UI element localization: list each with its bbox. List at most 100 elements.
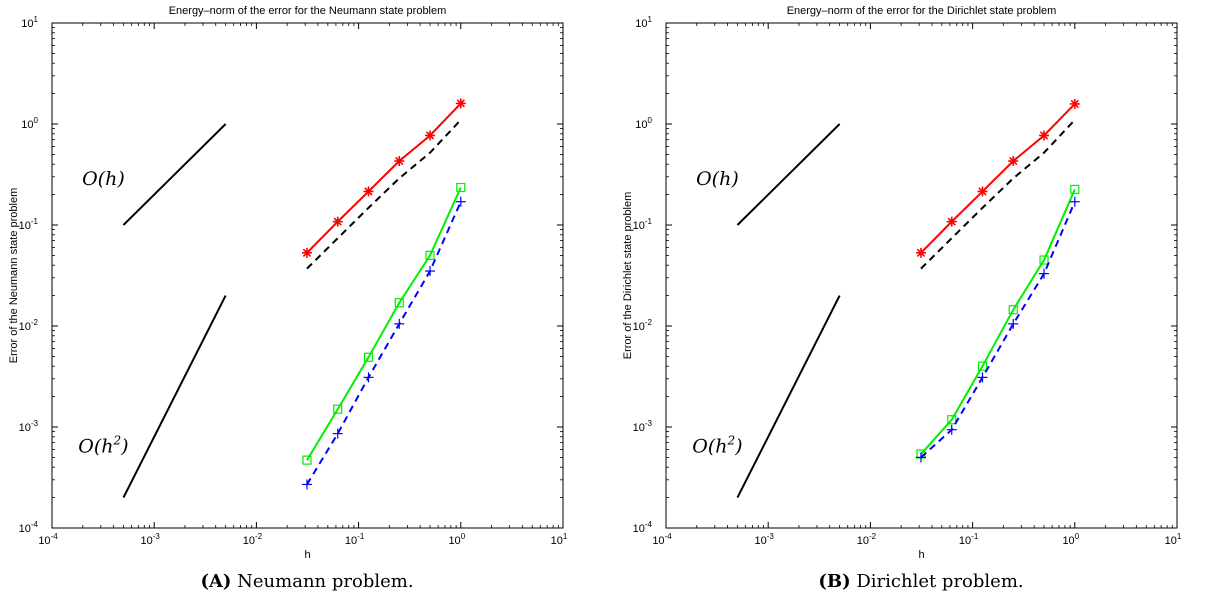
data-point [1070, 184, 1080, 195]
data-point [915, 452, 926, 463]
y-tick-label: 10-2 [19, 318, 39, 333]
x-tick-label: 10-4 [38, 532, 58, 547]
x-tick-label: 100 [1062, 532, 1079, 547]
chart-neumann: Energy–norm of the error for the Neumann… [8, 5, 568, 561]
x-axis-label: h [304, 549, 310, 561]
series-line [306, 201, 462, 485]
data-point [394, 318, 405, 329]
series-line [920, 189, 1076, 455]
data-point [425, 130, 436, 141]
y-axis-label: Error of the Dirichlet state problem [622, 192, 634, 360]
data-point [915, 247, 926, 258]
x-tick-label: 100 [448, 532, 465, 547]
x-tick-label: 101 [1165, 532, 1182, 547]
x-tick-label: 10-2 [857, 532, 877, 547]
data-point [1069, 98, 1080, 109]
data-point [333, 404, 343, 414]
reference-label: O(h) [696, 168, 739, 190]
caption-dirichlet: (B) Dirichlet problem. [614, 571, 1228, 592]
data-point [363, 372, 374, 383]
y-tick-label: 10-1 [19, 217, 39, 232]
data-point [1008, 305, 1018, 315]
y-tick-label: 10-3 [19, 419, 39, 434]
chart-title: Energy–norm of the error for the Neumann… [169, 5, 447, 17]
x-tick-label: 10-1 [345, 532, 365, 547]
tick-marks [51, 22, 564, 529]
data-point [977, 186, 988, 197]
reference-label: O(h2) [692, 434, 742, 458]
chart-title: Energy–norm of the error for the Dirichl… [787, 5, 1057, 17]
data-point [332, 428, 343, 439]
data-point [1039, 268, 1050, 279]
y-tick-label: 10-1 [633, 217, 653, 232]
caption-text: Neumann problem. [231, 571, 414, 592]
y-tick-label: 10-4 [633, 520, 653, 535]
caption-text: Dirichlet problem. [850, 571, 1024, 592]
reference-line [736, 123, 841, 226]
data-point [301, 479, 312, 490]
series-1 [920, 119, 1076, 270]
x-tick-label: 10-3 [141, 532, 161, 547]
data-point [1039, 130, 1050, 141]
x-tick-label: 10-2 [243, 532, 263, 547]
data-point [1039, 255, 1049, 265]
panel-neumann: Energy–norm of the error for the Neumann… [0, 5, 614, 592]
x-tick-label: 10-3 [755, 532, 775, 547]
data-point [332, 216, 343, 227]
x-tick-label: 101 [551, 532, 568, 547]
data-point [301, 247, 312, 258]
series-3 [915, 196, 1080, 463]
y-axis-label: Error of the Neumann state problem [8, 188, 20, 363]
data-point [977, 372, 988, 383]
y-tick-label: 100 [21, 116, 38, 131]
plot-area [51, 22, 564, 529]
series-0 [301, 98, 466, 258]
reference-label: O(h) [82, 168, 125, 190]
data-point [455, 98, 466, 109]
x-tick-label: 10-1 [959, 532, 979, 547]
caption-label: (A) [200, 571, 232, 592]
reference-line [122, 295, 227, 499]
data-point [1008, 318, 1019, 329]
caption-label: (B) [818, 571, 851, 592]
data-point [1069, 196, 1080, 207]
y-tick-label: 100 [635, 116, 652, 131]
y-tick-label: 101 [21, 15, 38, 30]
data-point [394, 156, 405, 167]
plot-area [665, 22, 1178, 529]
data-point [455, 196, 466, 207]
data-point [947, 415, 957, 425]
data-point [394, 298, 404, 308]
chart-dirichlet: Energy–norm of the error for the Dirichl… [622, 5, 1182, 561]
series-line [306, 187, 462, 461]
series-line [920, 103, 1076, 254]
series-line [920, 119, 1076, 270]
data-point [425, 266, 436, 277]
data-point [302, 455, 312, 465]
caption-neumann: (A) Neumann problem. [0, 571, 614, 592]
data-point [363, 352, 374, 362]
data-point [946, 424, 957, 435]
series-3 [301, 196, 466, 490]
series-2 [916, 184, 1080, 459]
series-line [920, 201, 1076, 459]
data-point [1008, 156, 1019, 167]
series-0 [915, 98, 1080, 258]
reference-line [122, 123, 227, 226]
data-point [363, 186, 374, 197]
y-tick-label: 10-4 [19, 520, 39, 535]
series-1 [306, 119, 462, 270]
y-tick-label: 10-2 [633, 318, 653, 333]
data-point [977, 361, 988, 371]
series-2 [302, 182, 466, 465]
y-tick-label: 101 [635, 15, 652, 30]
x-axis-label: h [918, 549, 924, 561]
y-tick-label: 10-3 [633, 419, 653, 434]
series-line [306, 119, 462, 270]
data-point [425, 250, 435, 261]
tick-marks [665, 22, 1178, 529]
series-line [306, 102, 462, 254]
data-point [946, 216, 957, 227]
x-tick-label: 10-4 [652, 532, 672, 547]
panel-dirichlet: Energy–norm of the error for the Dirichl… [614, 0, 1228, 604]
